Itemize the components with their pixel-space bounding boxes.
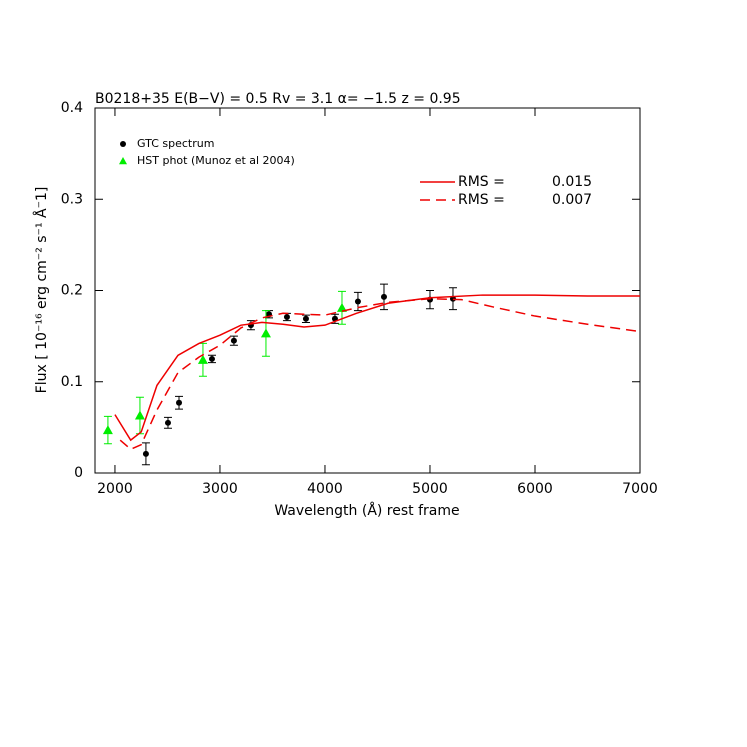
legend-rms: 0.007 [552,192,592,208]
data-point [164,419,171,426]
data-point [336,302,347,312]
data-point [208,355,215,362]
legend-label: HST phot (Munoz et al 2004) [137,154,295,167]
legend-rms: 0.015 [552,174,592,190]
data-point [197,354,208,364]
data-point [102,425,113,435]
x-tick-label: 7000 [622,481,658,497]
data-point [354,298,361,305]
x-tick-label: 6000 [517,481,553,497]
x-tick-label: 5000 [412,481,448,497]
x-tick-label: 3000 [202,481,238,497]
data-point [176,399,183,406]
y-tick-label: 0.3 [61,191,83,207]
y-tick-label: 0.4 [61,100,83,116]
model-line [119,297,641,451]
x-tick-label: 2000 [97,481,133,497]
data-point [260,328,271,338]
legend-marker [120,141,126,147]
legend-label: GTC spectrum [137,137,214,150]
legend-label: RMS = [458,174,505,190]
data-point [283,313,290,320]
y-tick-label: 0 [74,465,83,481]
model-line [114,294,640,442]
chart-title: B0218+35 E(B−V) = 0.5 Rv = 3.1 α= −1.5 z… [95,91,461,107]
legend-label: RMS = [458,192,505,208]
y-tick-label: 0.2 [61,283,83,299]
legend-marker [119,157,127,165]
x-tick-label: 4000 [307,481,343,497]
data-point [380,293,387,300]
y-tick-label: 0.1 [61,374,83,390]
y-axis-label: Flux [ 10⁻¹⁶ erg cm⁻² s⁻¹ Å⁻1] [33,187,50,394]
data-point [134,410,145,420]
x-axis-label: Wavelength (Å) rest frame [274,502,459,519]
data-point [142,450,149,457]
data-point [230,337,237,344]
data-point [302,315,309,322]
